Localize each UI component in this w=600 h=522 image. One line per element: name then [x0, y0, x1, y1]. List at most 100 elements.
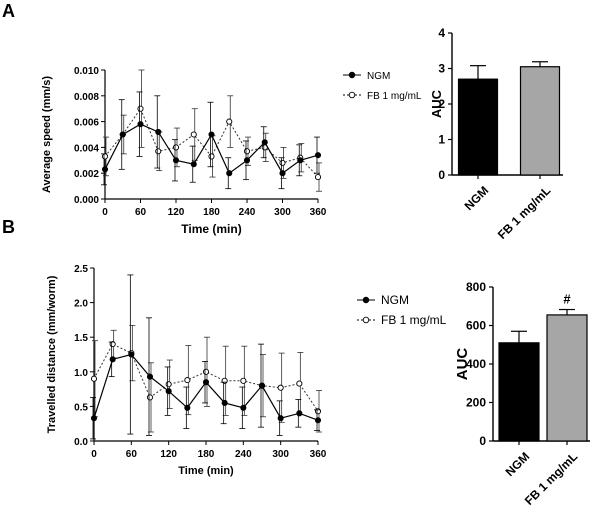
- data-point-ngm: [155, 128, 162, 135]
- data-point-ngm: [226, 170, 233, 177]
- data-point-fb: [221, 377, 228, 384]
- legend-marker: [362, 316, 370, 324]
- category-label: FB 1 mg/mL: [495, 183, 553, 241]
- series-line-ngm: [93, 353, 319, 421]
- legend-label: NGM: [381, 293, 409, 307]
- y-tick-label: 0.000: [74, 195, 99, 206]
- x-tick-label: 240: [235, 449, 252, 460]
- y-axis-label: Average speed (mm/s): [41, 76, 53, 193]
- y-tick-label: 3: [438, 62, 445, 76]
- x-tick-label: 120: [160, 449, 177, 460]
- data-point-ngm: [221, 399, 228, 406]
- data-point-ngm: [314, 152, 322, 159]
- y-tick-label: 1.0: [74, 368, 88, 379]
- y-tick-label: 0: [438, 168, 445, 182]
- legend-marker: [362, 296, 370, 304]
- data-point-ngm: [240, 404, 247, 411]
- data-point-fb: [146, 394, 154, 401]
- x-tick-label: 60: [126, 449, 138, 460]
- data-point-fb: [314, 174, 322, 181]
- legend-label: FB 1 mg/mL: [381, 313, 447, 327]
- bar-fb: [546, 314, 588, 442]
- bar-ngm: [457, 78, 499, 176]
- data-point-ngm: [146, 373, 154, 380]
- data-point-ngm: [202, 379, 210, 386]
- data-point-ngm: [314, 417, 322, 424]
- data-point-fb: [101, 153, 109, 160]
- data-point-ngm: [128, 351, 135, 358]
- x-tick-label: 360: [310, 207, 327, 218]
- data-point-fb: [137, 105, 144, 112]
- x-tick-label: 180: [198, 449, 215, 460]
- data-point-fb: [202, 368, 210, 375]
- y-tick-label: 800: [466, 280, 486, 294]
- data-point-ngm: [277, 415, 284, 422]
- y-tick-label: 1: [438, 133, 445, 147]
- bar-chart-1: 0 1 2 3 4 AUC NGM FB 1 mg/mL: [429, 26, 563, 242]
- panel-label-a: A: [2, 1, 15, 21]
- y-axis-label: AUC: [429, 89, 444, 118]
- y-tick-label: 2.0: [74, 299, 88, 310]
- y-tick-label: 600: [466, 319, 486, 333]
- data-point-fb: [314, 408, 322, 415]
- data-point-fb: [190, 131, 197, 138]
- y-tick-label: 200: [466, 396, 486, 410]
- x-tick-label: 300: [274, 207, 291, 218]
- panel-label-b: B: [2, 217, 15, 237]
- legend-marker: [348, 71, 356, 79]
- data-point-fb: [172, 144, 180, 151]
- y-axis-label: AUC: [454, 348, 471, 381]
- category-label: NGM: [462, 183, 492, 213]
- data-point-fb: [184, 377, 191, 384]
- y-tick-label: 0.5: [74, 402, 88, 413]
- legend-label: FB 1 mg/mL: [367, 91, 422, 102]
- y-tick-label: 1.5: [74, 333, 88, 344]
- data-point-fb: [240, 377, 247, 384]
- y-tick-label: 0: [479, 434, 486, 448]
- significance-mark: #: [563, 292, 571, 307]
- x-tick-label: 0: [102, 207, 108, 218]
- bar-ngm: [498, 342, 540, 442]
- y-tick-label: 2: [438, 97, 445, 111]
- data-point-ngm: [297, 157, 304, 164]
- data-point-ngm: [119, 131, 126, 138]
- x-tick-label: 120: [168, 207, 185, 218]
- x-tick-label: 300: [272, 449, 289, 460]
- line-chart-0: 0.000 0.002 0.004 0.006 0.008 0.010 0 60 120 180 2…: [41, 66, 422, 236]
- x-axis-label: Time (min): [178, 465, 234, 477]
- data-point-ngm: [109, 356, 116, 363]
- data-point-fb: [226, 118, 233, 125]
- data-point-ngm: [184, 404, 191, 411]
- data-point-fb: [90, 375, 98, 382]
- y-tick-label: 4: [438, 26, 445, 40]
- data-point-ngm: [137, 121, 144, 128]
- series-line-fb: [93, 343, 319, 412]
- data-point-ngm: [258, 382, 266, 389]
- category-label: NGM: [503, 449, 533, 479]
- data-point-ngm: [165, 388, 172, 395]
- y-tick-label: 400: [466, 357, 486, 371]
- y-tick-label: 0.006: [74, 118, 99, 129]
- data-point-ngm: [243, 157, 251, 164]
- data-point-ngm: [101, 166, 109, 173]
- x-tick-label: 240: [239, 207, 256, 218]
- data-point-ngm: [296, 410, 303, 417]
- x-tick-label: 360: [310, 449, 327, 460]
- data-point-ngm: [261, 139, 268, 146]
- data-point-fb: [165, 381, 172, 388]
- y-tick-label: 0.002: [74, 169, 99, 180]
- data-point-fb: [296, 380, 303, 387]
- x-tick-label: 0: [91, 449, 97, 460]
- legend-label: NGM: [367, 71, 390, 82]
- y-tick-label: 0.0: [74, 437, 88, 448]
- legend-marker: [348, 91, 356, 99]
- y-axis-label: Travelled distance (mm/worm): [46, 275, 58, 433]
- data-point-ngm: [190, 161, 197, 168]
- y-tick-label: 0.004: [74, 143, 99, 154]
- data-point-fb: [277, 384, 284, 391]
- x-axis-label: Time (min): [181, 222, 241, 236]
- data-point-ngm: [172, 157, 180, 164]
- bar-fb: [519, 66, 561, 176]
